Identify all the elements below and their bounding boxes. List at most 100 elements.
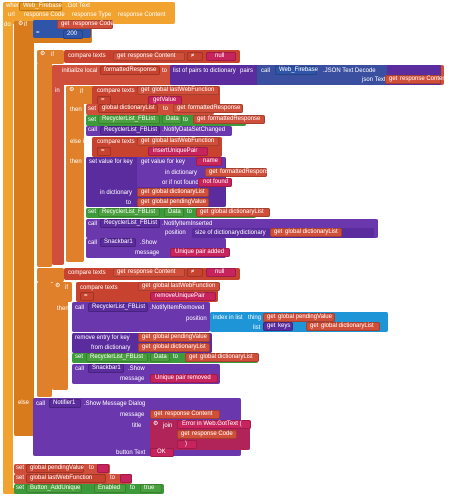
data-prop-3[interactable]: Data bbox=[150, 353, 170, 362]
component-dropdown[interactable]: Web_Firebase bbox=[19, 2, 62, 11]
get-response-content-json[interactable]: get response Content bbox=[385, 75, 447, 84]
insert-unique-pair-string[interactable]: insertUniquePair bbox=[148, 147, 208, 156]
position-label-1: position bbox=[165, 230, 186, 236]
gear-icon-5[interactable]: ⚙ bbox=[153, 421, 159, 427]
ne-op: ≠ bbox=[191, 269, 195, 275]
then-bar-2 bbox=[37, 63, 52, 267]
to-label-5: to bbox=[173, 354, 179, 360]
global-pending-value-var[interactable]: global pendingValue bbox=[26, 464, 84, 473]
get-response-content-3[interactable]: get response Content bbox=[150, 410, 220, 419]
recyclerlist-dropdown-2[interactable]: RecyclerList_FBList bbox=[100, 126, 160, 135]
recyclerlist-dropdown-5[interactable]: RecyclerList_FBList bbox=[88, 303, 148, 312]
notify-removed-method: .NotifyItemRemoved bbox=[150, 305, 205, 311]
global-dictlist-var-1[interactable]: global dictionaryList bbox=[98, 104, 158, 113]
call-label-2: call bbox=[88, 221, 98, 227]
recyclerlist-dropdown-4[interactable]: RecyclerList_FBList bbox=[100, 219, 160, 228]
data-prop-1[interactable]: Data bbox=[162, 115, 182, 124]
to-label-4: to bbox=[187, 209, 193, 215]
get-last-web-fn-2[interactable]: get global lastWebFunction bbox=[137, 137, 219, 146]
recyclerlist-dropdown-3[interactable]: RecyclerList_FBList bbox=[98, 208, 160, 217]
get-dictlist-5[interactable]: get global dictionaryList bbox=[138, 343, 210, 352]
get-pending-value-2[interactable]: get global pendingValue bbox=[263, 313, 335, 322]
set-label-7: set bbox=[16, 485, 25, 491]
get-response-content-1[interactable]: get response Content bbox=[113, 52, 185, 61]
gear-icon-4[interactable]: ⚙ bbox=[55, 283, 61, 289]
dictionary-label: dictionary bbox=[240, 230, 266, 236]
gear-icon[interactable]: ⚙ bbox=[18, 21, 24, 27]
name-string[interactable]: name bbox=[196, 157, 222, 166]
get-formatted-response-2[interactable]: get formattedResponse bbox=[193, 115, 265, 124]
get-response-code[interactable]: get response Code bbox=[57, 20, 114, 29]
response-code-var: response Code bbox=[73, 21, 114, 27]
ok-string[interactable]: OK bbox=[150, 448, 174, 457]
not-found-string[interactable]: not found bbox=[198, 178, 232, 187]
set-button-enabled-block[interactable] bbox=[14, 484, 164, 494]
param-response-code: response Code bbox=[24, 12, 65, 18]
data-prop-2[interactable]: Data bbox=[164, 208, 184, 217]
get-label: get bbox=[310, 323, 319, 329]
get-pending-value-1[interactable]: get global pendingValue bbox=[137, 198, 209, 207]
set-label-4: set bbox=[75, 354, 84, 360]
global-last-web-fn-var[interactable]: global lastWebFunction bbox=[26, 474, 106, 483]
get-last-web-fn-3[interactable]: get global lastWebFunction bbox=[138, 282, 220, 291]
unique-pair-added-string[interactable]: Unique pair added bbox=[170, 248, 230, 257]
null-string-2[interactable]: null bbox=[206, 268, 236, 277]
component-name: Web_Firebase bbox=[23, 3, 62, 9]
recyclerlist-name: RecyclerList_FBList bbox=[92, 304, 146, 310]
null-string[interactable]: null bbox=[206, 52, 236, 61]
dictlist-var: global dictionaryList bbox=[153, 344, 206, 350]
keys-block[interactable]: get keys bbox=[263, 322, 293, 331]
empty-string-1[interactable] bbox=[97, 464, 109, 473]
error-in-string[interactable]: Error in Web.GotText ( bbox=[177, 420, 251, 429]
web-firebase-dropdown[interactable]: Web_Firebase bbox=[275, 66, 318, 75]
number-200[interactable]: 200 bbox=[63, 30, 83, 39]
get-response-code-2[interactable]: get response Code bbox=[177, 430, 237, 439]
empty-string-2[interactable] bbox=[120, 474, 132, 483]
get-dictlist-3[interactable]: get global dictionaryList bbox=[270, 228, 342, 237]
snackbar-dropdown-2[interactable]: Snackbar1 bbox=[88, 364, 124, 373]
gear-icon-2[interactable]: ⚙ bbox=[40, 51, 46, 57]
get-last-web-fn-1[interactable]: get global lastWebFunction bbox=[137, 86, 219, 95]
unique-pair-removed-string[interactable]: Unique pair removed bbox=[150, 374, 218, 383]
eq-op-3[interactable]: = bbox=[97, 147, 111, 156]
notify-changed-method: .NotifyDataSetChanged bbox=[162, 127, 226, 133]
else-if-block-2[interactable] bbox=[37, 268, 64, 282]
enabled-prop[interactable]: Enabled bbox=[94, 484, 126, 493]
if-block-2[interactable] bbox=[37, 50, 64, 64]
recyclerlist-name: RecyclerList_FBList bbox=[102, 116, 156, 122]
to-label-init: to bbox=[162, 68, 168, 74]
gear-icon-3[interactable]: ⚙ bbox=[69, 87, 75, 93]
get-dictlist-1[interactable]: get global dictionaryList bbox=[137, 188, 209, 197]
ne-op: ≠ bbox=[191, 53, 195, 59]
get-formatted-response-1[interactable]: get formattedResponse bbox=[173, 104, 243, 113]
true-block[interactable]: true bbox=[140, 484, 162, 493]
formatted-response-name[interactable]: formattedResponse bbox=[100, 66, 160, 75]
call-label-5: call bbox=[75, 366, 85, 372]
get-label: get bbox=[274, 229, 283, 235]
recyclerlist-dropdown-6[interactable]: RecyclerList_FBList bbox=[86, 353, 148, 362]
get-dictlist-4[interactable]: get global dictionaryList bbox=[306, 322, 380, 331]
get-label: get bbox=[142, 283, 151, 289]
get-pending-value-3[interactable]: get global pendingValue bbox=[138, 333, 210, 342]
button-add-unique-dropdown[interactable]: Button_AddUnique bbox=[26, 484, 82, 493]
eq-op-4[interactable]: = bbox=[80, 292, 94, 301]
get-dictlist-2[interactable]: get global dictionaryList bbox=[196, 208, 270, 217]
snackbar-dropdown-1[interactable]: Snackbar1 bbox=[100, 238, 136, 247]
compare-op-ne-2[interactable]: ≠ bbox=[187, 268, 203, 277]
call-label-4: call bbox=[75, 305, 85, 311]
remove-unique-pair-string[interactable]: removeUniquePair bbox=[150, 292, 216, 301]
set-label-5: set bbox=[16, 465, 25, 471]
close-paren-string[interactable]: ) bbox=[177, 440, 197, 449]
compare-op-ne[interactable]: ≠ bbox=[187, 52, 203, 61]
get-label: get bbox=[141, 199, 150, 205]
inner-if-bar bbox=[66, 86, 84, 262]
recyclerlist-name: RecyclerList_FBList bbox=[90, 354, 144, 360]
recyclerlist-dropdown-1[interactable]: RecyclerList_FBList bbox=[98, 115, 160, 124]
eq-op[interactable]: = bbox=[36, 30, 40, 36]
to-label-6: to bbox=[89, 465, 95, 471]
get-dictlist-6[interactable]: get global dictionaryList bbox=[185, 353, 259, 362]
get-response-content-2[interactable]: get response Content bbox=[113, 268, 185, 277]
get-formatted-response-3[interactable]: get formattedResponse bbox=[205, 168, 272, 177]
pending-value-var: global pendingValue bbox=[153, 334, 207, 340]
notifier-dropdown[interactable]: Notifier1 bbox=[49, 399, 81, 408]
